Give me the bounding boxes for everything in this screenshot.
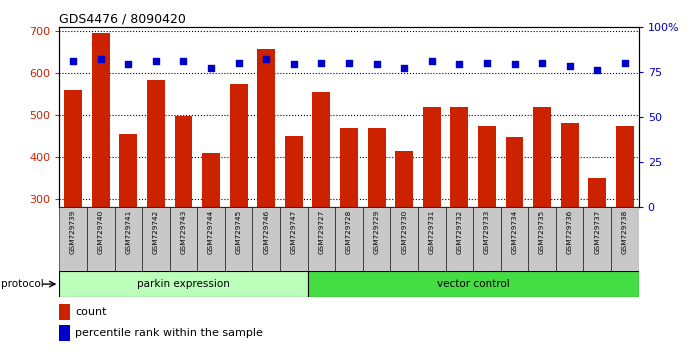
Point	[150, 58, 161, 64]
Bar	[616, 126, 634, 325]
Text: count: count	[75, 307, 107, 317]
Text: GSM729736: GSM729736	[567, 210, 572, 254]
Bar	[59, 207, 87, 271]
Bar	[114, 207, 142, 271]
Bar	[64, 90, 82, 325]
Bar	[59, 325, 70, 341]
Text: GSM729745: GSM729745	[236, 210, 242, 254]
Bar	[368, 128, 385, 325]
Text: GSM729729: GSM729729	[373, 210, 380, 254]
Point	[123, 62, 134, 67]
Bar	[258, 49, 275, 325]
Bar	[528, 207, 556, 271]
Text: GSM729746: GSM729746	[263, 210, 269, 254]
Bar	[230, 84, 248, 325]
Point	[371, 62, 383, 67]
Point	[482, 60, 493, 65]
Text: GSM729731: GSM729731	[429, 210, 435, 254]
Point	[537, 60, 548, 65]
Text: GSM729735: GSM729735	[539, 210, 545, 254]
Text: GSM729741: GSM729741	[126, 210, 131, 254]
Point	[205, 65, 216, 71]
Text: GSM729730: GSM729730	[401, 210, 407, 254]
Text: protocol: protocol	[1, 279, 44, 289]
Text: GSM729739: GSM729739	[70, 210, 76, 254]
Point	[619, 60, 630, 65]
Bar	[556, 207, 584, 271]
Bar	[59, 304, 70, 320]
Text: GSM729728: GSM729728	[346, 210, 352, 254]
Bar	[611, 207, 639, 271]
Point	[288, 62, 299, 67]
Bar	[225, 207, 253, 271]
Point	[260, 56, 272, 62]
Text: GSM729742: GSM729742	[153, 210, 159, 254]
Bar	[91, 33, 110, 325]
Text: percentile rank within the sample: percentile rank within the sample	[75, 328, 263, 338]
Bar	[390, 207, 418, 271]
Bar	[500, 207, 528, 271]
Point	[509, 62, 520, 67]
Point	[178, 58, 189, 64]
Bar	[395, 151, 413, 325]
Bar	[170, 207, 198, 271]
Bar	[445, 207, 473, 271]
Bar	[174, 115, 193, 325]
Bar	[308, 207, 335, 271]
Bar	[280, 207, 308, 271]
Bar	[142, 207, 170, 271]
Bar	[340, 128, 358, 325]
Point	[68, 58, 79, 64]
Bar	[478, 126, 496, 325]
Text: GSM729734: GSM729734	[512, 210, 517, 254]
Text: GSM729738: GSM729738	[622, 210, 628, 254]
Bar	[335, 207, 363, 271]
Text: GSM729727: GSM729727	[318, 210, 325, 254]
Point	[564, 63, 575, 69]
Bar	[285, 136, 303, 325]
Bar	[202, 153, 220, 325]
Text: GSM729737: GSM729737	[594, 210, 600, 254]
Text: GDS4476 / 8090420: GDS4476 / 8090420	[59, 12, 186, 25]
Bar	[505, 137, 524, 325]
Bar	[308, 271, 639, 297]
Bar	[313, 92, 330, 325]
Bar	[588, 178, 607, 325]
Bar	[147, 80, 165, 325]
Point	[315, 60, 327, 65]
Point	[343, 60, 355, 65]
Text: GSM729747: GSM729747	[291, 210, 297, 254]
Point	[233, 60, 244, 65]
Bar	[423, 107, 440, 325]
Text: GSM729733: GSM729733	[484, 210, 490, 254]
Bar	[253, 207, 280, 271]
Text: GSM729740: GSM729740	[98, 210, 104, 254]
Bar	[59, 271, 308, 297]
Text: GSM729743: GSM729743	[181, 210, 186, 254]
Text: GSM729732: GSM729732	[456, 210, 462, 254]
Bar	[87, 207, 114, 271]
Text: GSM729744: GSM729744	[208, 210, 214, 254]
Point	[426, 58, 438, 64]
Point	[95, 56, 106, 62]
Bar	[584, 207, 611, 271]
Bar	[533, 107, 551, 325]
Point	[454, 62, 465, 67]
Bar	[363, 207, 390, 271]
Point	[592, 67, 603, 73]
Text: vector control: vector control	[437, 279, 510, 289]
Bar	[450, 107, 468, 325]
Point	[399, 65, 410, 71]
Bar	[198, 207, 225, 271]
Bar	[560, 123, 579, 325]
Bar	[119, 133, 138, 325]
Bar	[473, 207, 500, 271]
Text: parkin expression: parkin expression	[137, 279, 230, 289]
Bar	[418, 207, 445, 271]
